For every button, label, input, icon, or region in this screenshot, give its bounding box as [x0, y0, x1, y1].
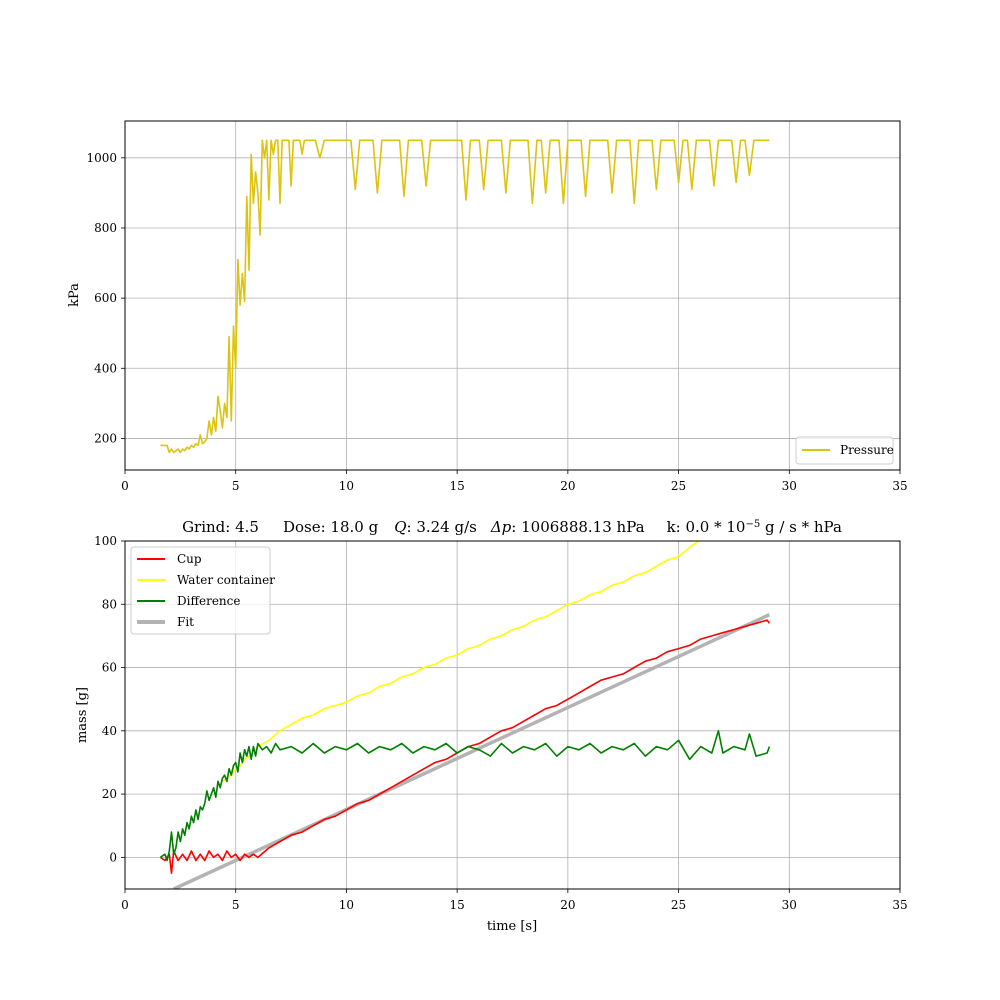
mass-x-tick-label: 5 [232, 898, 240, 912]
pressure-y-tick-label: 1000 [86, 151, 117, 165]
mass-y-tick-label: 20 [102, 787, 117, 801]
title-q-value: : 3.24 g/s [407, 518, 477, 536]
title-k-exponent: −5 [745, 519, 760, 530]
legend-label-fit: Fit [177, 615, 194, 629]
title-dp-value: : 1006888.13 hPa [511, 518, 644, 536]
mass-series-layer [159, 541, 771, 889]
pressure-x-tick-label: 15 [450, 479, 465, 493]
mass-y-tick-label: 80 [102, 597, 117, 611]
pressure-x-tick-label: 30 [782, 479, 797, 493]
pressure-chart: 0 5 10 15 20 25 30 35 200 400 600 800 1000 kPa Pres… [67, 120, 908, 493]
pressure-x-tick-label: 10 [339, 479, 354, 493]
title-q-symbol: Q [394, 518, 406, 536]
mass-x-tick-label: 25 [671, 898, 686, 912]
mass-y-ticks: 0 20 40 60 80 100 [94, 534, 125, 864]
mass-plot-frame [124, 540, 901, 890]
mass-x-tick-label: 30 [782, 898, 797, 912]
title-grind: Grind: 4.5 [182, 518, 259, 536]
mass-legend-box [130, 546, 271, 635]
mass-legend: Cup Water container Difference Fit [130, 546, 275, 635]
mass-chart: Grind: 4.5 Dose: 18.0 g Q: 3.24 g/s Δp: 100… [75, 518, 908, 934]
legend-label-difference: Difference [177, 594, 240, 608]
legend-label-water-container: Water container [177, 573, 275, 587]
pressure-x-ticks: 0 5 10 15 20 25 30 35 [121, 470, 908, 493]
legend-label-cup: Cup [177, 552, 202, 566]
pressure-y-tick-label: 600 [94, 291, 117, 305]
series-difference-line [159, 729, 771, 862]
pressure-legend-label: Pressure [840, 443, 894, 457]
pressure-y-tick-label: 400 [94, 361, 117, 375]
mass-y-tick-label: 0 [109, 850, 117, 864]
pressure-y-ticks: 200 400 600 800 1000 [86, 151, 125, 445]
pressure-x-tick-label: 35 [892, 479, 907, 493]
mass-x-tick-label: 35 [892, 898, 907, 912]
series-fit-line [172, 613, 771, 889]
mass-chart-title: Grind: 4.5 Dose: 18.0 g Q: 3.24 g/s Δp: 100… [182, 518, 842, 536]
pressure-y-tick-label: 200 [94, 431, 117, 445]
mass-x-axis-label: time [s] [487, 919, 537, 934]
title-dose: Dose: 18.0 g [283, 518, 379, 536]
mass-y-tick-label: 40 [102, 724, 117, 738]
pressure-y-axis-label: kPa [67, 283, 82, 307]
pressure-legend-box [795, 436, 894, 465]
mass-y-tick-label: 100 [94, 534, 117, 548]
series-pressure-line [160, 139, 770, 454]
series-cup-line [159, 619, 771, 875]
title-k-unit: g / s * hPa [760, 518, 842, 536]
pressure-y-tick-label: 800 [94, 221, 117, 235]
pressure-x-tick-label: 0 [121, 479, 129, 493]
mass-x-tick-label: 15 [450, 898, 465, 912]
pressure-x-tick-label: 20 [560, 479, 575, 493]
mass-x-tick-label: 20 [560, 898, 575, 912]
pressure-plot-frame [124, 120, 901, 471]
pressure-series-layer [160, 139, 770, 454]
pressure-legend: Pressure [795, 436, 894, 465]
mass-x-tick-label: 10 [339, 898, 354, 912]
title-dp-symbol: Δp [490, 518, 512, 536]
pressure-x-tick-label: 25 [671, 479, 686, 493]
mass-x-ticks: 0 5 10 15 20 25 30 35 [121, 889, 908, 912]
mass-x-tick-label: 0 [121, 898, 129, 912]
mass-y-tick-label: 60 [102, 661, 117, 675]
title-k-text: k: 0.0 * 10 [667, 518, 746, 536]
pressure-x-tick-label: 5 [232, 479, 240, 493]
mass-y-axis-label: mass [g] [75, 687, 90, 743]
